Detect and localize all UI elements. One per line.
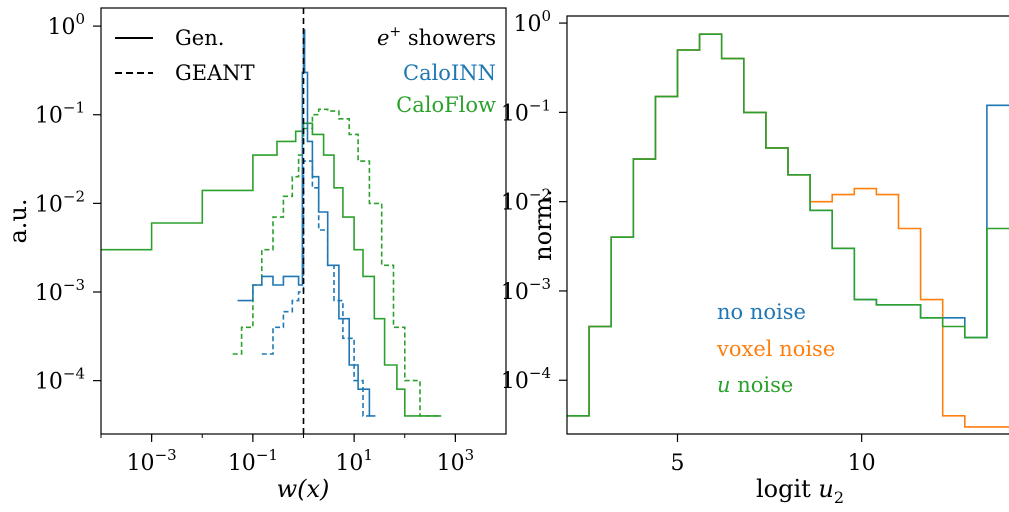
x-tick-label: 10−1 bbox=[228, 446, 278, 476]
right-y-ticks: 100 10−1 10−2 10−3 10−4 bbox=[501, 7, 567, 394]
series-caloinn-solid bbox=[237, 29, 376, 417]
y-tick-label: 10−2 bbox=[35, 187, 85, 217]
left-y-axis-label: a.u. bbox=[4, 198, 32, 243]
x-tick-label: 10−3 bbox=[127, 446, 177, 476]
y-tick-label: 100 bbox=[513, 7, 551, 37]
series-legend: e+ showers CaloINN CaloFlow bbox=[377, 24, 496, 117]
legend-caloflow: CaloFlow bbox=[396, 93, 496, 117]
y-tick-label: 10−3 bbox=[501, 275, 551, 305]
y-tick-label: 10−1 bbox=[35, 99, 85, 129]
legend-u-noise: u noise bbox=[717, 373, 793, 397]
left-plot-series bbox=[101, 29, 442, 417]
legend-geant-label: GEANT bbox=[175, 61, 255, 85]
left-x-ticks: 10−3 10−1 101 103 bbox=[100, 434, 475, 476]
legend-caloinn: CaloINN bbox=[403, 61, 496, 85]
style-legend: Gen. GEANT bbox=[115, 26, 255, 85]
legend-gen-label: Gen. bbox=[175, 26, 224, 50]
right-plot-series bbox=[567, 33, 1009, 428]
x-tick-label: 103 bbox=[437, 446, 475, 476]
right-y-axis-label: norm. bbox=[529, 189, 557, 261]
right-x-ticks: 5 10 bbox=[671, 434, 876, 476]
noise-legend: no noise voxel noise u noise bbox=[716, 300, 835, 397]
legend-title: e+ showers bbox=[377, 24, 496, 50]
legend-voxel-noise: voxel noise bbox=[716, 337, 835, 361]
x-tick-label: 10 bbox=[848, 451, 876, 476]
series-u-noise bbox=[567, 33, 1009, 417]
left-y-ticks: 100 10−1 10−2 10−3 10−4 bbox=[35, 10, 101, 395]
series-caloflow-dashed bbox=[232, 108, 442, 417]
y-tick-label: 10−2 bbox=[501, 186, 551, 216]
y-tick-label: 10−4 bbox=[501, 364, 551, 394]
x-tick-label: 101 bbox=[335, 446, 373, 476]
legend-no-noise: no noise bbox=[717, 300, 806, 324]
series-caloflow-solid bbox=[101, 122, 442, 417]
y-tick-label: 10−3 bbox=[35, 276, 85, 306]
y-tick-label: 10−4 bbox=[35, 365, 85, 395]
x-tick-label: 5 bbox=[671, 451, 685, 476]
right-plot-frame bbox=[566, 15, 1009, 435]
y-tick-label: 100 bbox=[47, 10, 85, 40]
right-panel: 5 10 100 10−1 10−2 10−3 10−4 logit u2 norm. n… bbox=[501, 7, 1009, 507]
y-tick-label: 10−1 bbox=[501, 96, 551, 126]
right-x-axis-label: logit u2 bbox=[756, 475, 844, 507]
left-x-axis-label: w(x) bbox=[277, 475, 330, 503]
series-caloinn-dashed bbox=[261, 160, 369, 417]
